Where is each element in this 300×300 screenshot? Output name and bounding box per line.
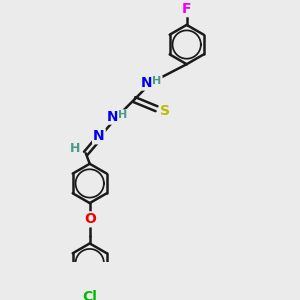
Text: N: N xyxy=(107,110,118,124)
Text: H: H xyxy=(152,76,162,86)
Text: H: H xyxy=(118,110,127,120)
Text: N: N xyxy=(141,76,152,89)
Text: O: O xyxy=(84,212,96,226)
Text: Cl: Cl xyxy=(82,290,97,300)
Text: S: S xyxy=(160,104,170,118)
Text: H: H xyxy=(70,142,80,155)
Text: F: F xyxy=(182,2,191,16)
Text: N: N xyxy=(93,129,105,143)
